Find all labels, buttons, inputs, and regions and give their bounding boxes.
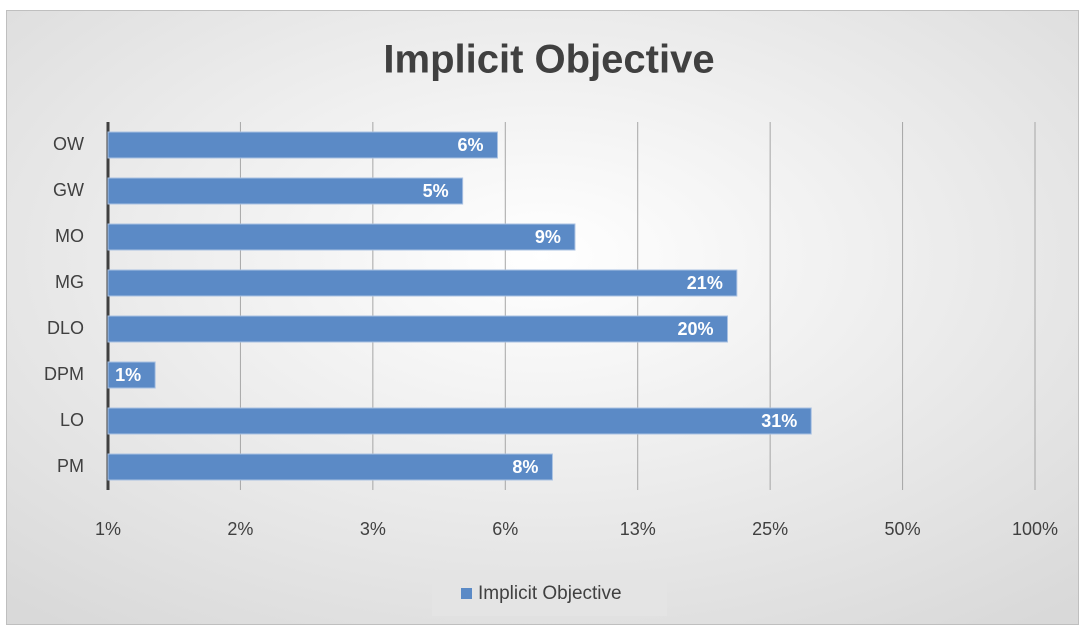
y-tick-label: PM bbox=[57, 456, 84, 476]
bar bbox=[107, 453, 553, 481]
bar bbox=[107, 177, 464, 205]
data-label: 8% bbox=[512, 457, 538, 477]
data-label: 31% bbox=[761, 411, 797, 431]
bar bbox=[107, 315, 729, 343]
data-label: 1% bbox=[115, 365, 141, 385]
y-tick-label: GW bbox=[53, 180, 84, 200]
legend-swatch bbox=[461, 588, 472, 599]
x-tick-label: 3% bbox=[360, 519, 386, 539]
y-tick-label: MO bbox=[55, 226, 84, 246]
x-tick-label: 25% bbox=[752, 519, 788, 539]
bar bbox=[107, 407, 812, 435]
legend-label: Implicit Objective bbox=[478, 583, 622, 604]
y-tick-label: DLO bbox=[47, 318, 84, 338]
x-tick-label: 13% bbox=[620, 519, 656, 539]
data-label: 21% bbox=[687, 273, 723, 293]
y-tick-label: OW bbox=[53, 134, 84, 154]
data-label: 5% bbox=[423, 181, 449, 201]
bar bbox=[107, 223, 576, 251]
x-tick-label: 6% bbox=[492, 519, 518, 539]
y-tick-label: DPM bbox=[44, 364, 84, 384]
chart-title: Implicit Objective bbox=[383, 38, 714, 82]
x-tick-label: 50% bbox=[885, 519, 921, 539]
y-tick-label: LO bbox=[60, 410, 84, 430]
data-label: 20% bbox=[677, 319, 713, 339]
data-label: 6% bbox=[457, 135, 483, 155]
y-tick-label: MG bbox=[55, 272, 84, 292]
x-tick-label: 100% bbox=[1012, 519, 1058, 539]
bar bbox=[107, 131, 498, 159]
data-label: 9% bbox=[535, 227, 561, 247]
x-tick-label: 1% bbox=[95, 519, 121, 539]
x-tick-label: 2% bbox=[227, 519, 253, 539]
bar bbox=[107, 269, 738, 297]
bar bbox=[107, 361, 156, 389]
